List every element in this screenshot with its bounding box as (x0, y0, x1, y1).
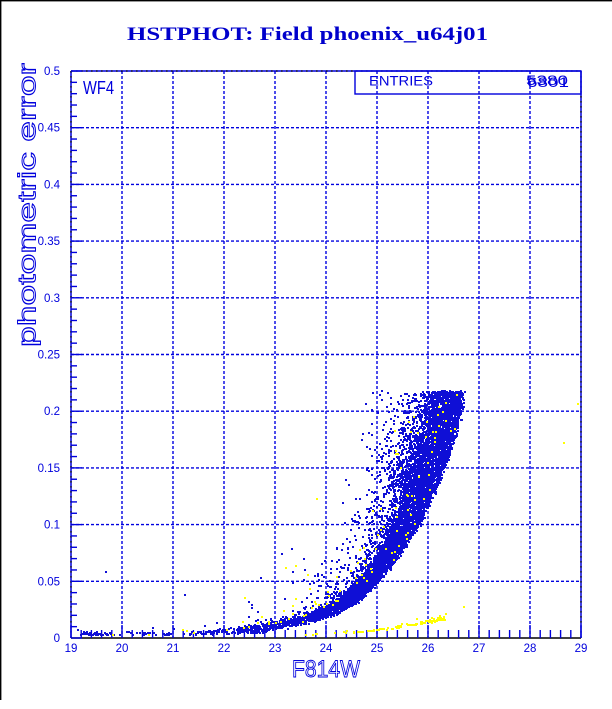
svg-text:6801: 6801 (527, 74, 569, 90)
svg-text:5380: 5380 (526, 72, 568, 88)
svg-text:21: 21 (167, 643, 180, 655)
svg-text:25: 25 (371, 643, 384, 655)
svg-text:0.45: 0.45 (38, 123, 60, 135)
svg-text:photometric error: photometric error (14, 63, 42, 347)
svg-text:HSTPHOT: Field phoenix_u64j01: HSTPHOT: Field phoenix_u64j01 (127, 24, 488, 45)
svg-text:0: 0 (54, 633, 60, 645)
svg-text:0.25: 0.25 (38, 350, 60, 362)
svg-text:0.1: 0.1 (44, 520, 60, 532)
svg-text:0.15: 0.15 (38, 463, 60, 475)
svg-text:28: 28 (524, 643, 537, 655)
svg-text:F814W: F814W (292, 656, 361, 683)
svg-text:0.2: 0.2 (44, 406, 60, 418)
svg-text:0.35: 0.35 (38, 236, 60, 248)
svg-text:23: 23 (269, 643, 282, 655)
svg-text:20: 20 (116, 643, 129, 655)
svg-text:ENTRIES: ENTRIES (369, 73, 433, 89)
svg-text:WF4: WF4 (83, 78, 114, 98)
svg-text:26: 26 (422, 643, 435, 655)
svg-text:19: 19 (65, 643, 78, 655)
svg-text:27: 27 (473, 643, 486, 655)
svg-text:29: 29 (575, 643, 588, 655)
svg-text:0.3: 0.3 (44, 293, 60, 305)
svg-text:0.5: 0.5 (44, 66, 60, 78)
svg-text:0.4: 0.4 (44, 179, 61, 191)
svg-text:0.05: 0.05 (38, 576, 60, 588)
svg-text:24: 24 (320, 643, 333, 655)
svg-text:22: 22 (218, 643, 231, 655)
